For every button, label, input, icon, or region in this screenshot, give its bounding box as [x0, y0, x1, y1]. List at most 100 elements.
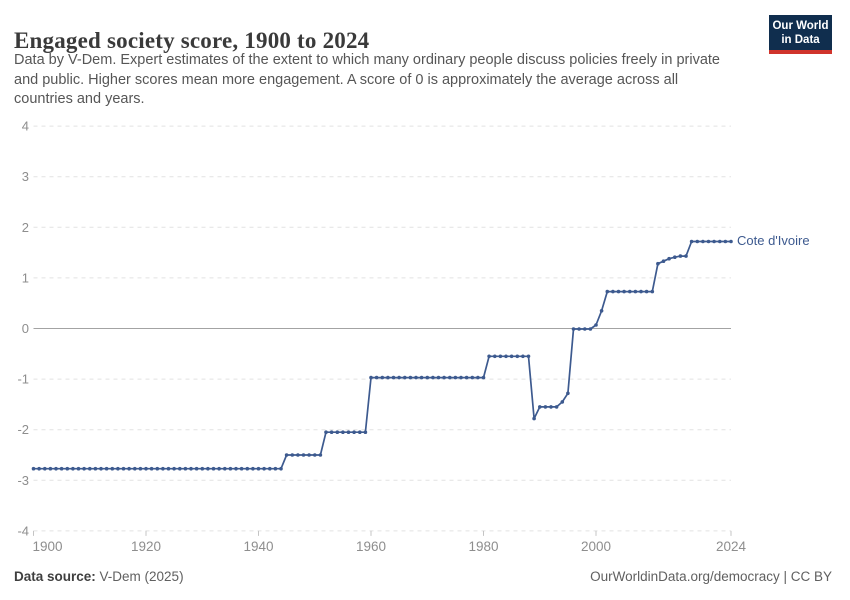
data-point-1917[interactable]	[127, 466, 131, 471]
data-point-2003[interactable]	[611, 289, 615, 294]
credit-link[interactable]: OurWorldinData.org/democracy | CC BY	[590, 569, 832, 584]
data-point-2002[interactable]	[605, 289, 610, 294]
data-point-1923[interactable]	[161, 466, 165, 471]
data-point-2017[interactable]	[689, 239, 694, 244]
data-point-2016[interactable]	[684, 254, 688, 258]
data-point-1997[interactable]	[577, 327, 581, 331]
data-point-1933[interactable]	[217, 466, 221, 471]
data-point-1963[interactable]	[386, 375, 390, 380]
data-point-1995[interactable]	[566, 391, 570, 396]
data-point-2020[interactable]	[706, 239, 711, 244]
data-point-1942[interactable]	[268, 466, 272, 471]
data-point-1954[interactable]	[335, 430, 340, 435]
data-point-1985[interactable]	[509, 354, 514, 359]
data-point-1953[interactable]	[329, 430, 334, 435]
data-point-1973[interactable]	[442, 375, 446, 380]
data-point-1929[interactable]	[194, 466, 199, 471]
data-point-1999[interactable]	[588, 327, 593, 331]
data-point-1959[interactable]	[363, 430, 368, 435]
data-point-1970[interactable]	[425, 375, 430, 380]
data-point-1912[interactable]	[99, 466, 103, 471]
data-point-1998[interactable]	[583, 327, 587, 331]
data-point-1977[interactable]	[464, 375, 469, 380]
data-point-1978[interactable]	[470, 375, 475, 380]
data-point-2000[interactable]	[594, 323, 598, 327]
data-point-1913[interactable]	[104, 466, 109, 471]
data-point-1945[interactable]	[284, 453, 289, 457]
data-point-1906[interactable]	[65, 466, 70, 471]
data-point-1943[interactable]	[273, 466, 278, 471]
data-point-1937[interactable]	[239, 466, 244, 471]
data-point-1948[interactable]	[301, 453, 306, 457]
data-point-1972[interactable]	[436, 375, 441, 380]
data-point-2008[interactable]	[639, 289, 643, 294]
data-point-1980[interactable]	[481, 375, 486, 380]
data-point-1926[interactable]	[178, 466, 182, 471]
data-point-1957[interactable]	[352, 430, 356, 435]
data-point-1984[interactable]	[504, 354, 508, 359]
data-point-1903[interactable]	[48, 466, 53, 471]
data-point-1955[interactable]	[341, 430, 345, 435]
data-point-1910[interactable]	[88, 466, 92, 471]
data-point-2022[interactable]	[718, 239, 722, 244]
data-point-1920[interactable]	[144, 466, 148, 471]
data-point-1993[interactable]	[554, 405, 559, 409]
data-point-1905[interactable]	[59, 466, 64, 471]
data-point-2004[interactable]	[616, 289, 621, 294]
data-point-1951[interactable]	[318, 453, 323, 457]
data-point-2018[interactable]	[695, 239, 700, 244]
data-point-2023[interactable]	[723, 239, 728, 244]
data-point-1908[interactable]	[76, 466, 81, 471]
data-point-1930[interactable]	[200, 466, 205, 471]
data-point-1971[interactable]	[431, 375, 435, 380]
data-point-1940[interactable]	[256, 466, 261, 471]
data-point-1936[interactable]	[234, 466, 238, 471]
data-point-1901[interactable]	[37, 466, 41, 471]
data-point-2001[interactable]	[599, 309, 604, 313]
data-point-1916[interactable]	[121, 466, 126, 471]
data-point-1960[interactable]	[369, 375, 373, 380]
data-point-1918[interactable]	[133, 466, 137, 471]
data-point-1911[interactable]	[93, 466, 98, 471]
data-point-1927[interactable]	[183, 466, 188, 471]
owid-logo[interactable]: Our World in Data	[769, 15, 832, 54]
data-point-2015[interactable]	[678, 254, 683, 258]
data-point-1944[interactable]	[279, 466, 283, 471]
data-point-1935[interactable]	[228, 466, 233, 471]
data-point-1990[interactable]	[538, 405, 542, 409]
data-point-1983[interactable]	[498, 354, 503, 359]
data-point-1941[interactable]	[262, 466, 266, 471]
data-point-1902[interactable]	[43, 466, 47, 471]
data-point-1952[interactable]	[324, 430, 328, 435]
data-point-1925[interactable]	[172, 466, 176, 471]
data-point-1932[interactable]	[211, 466, 216, 471]
data-point-2019[interactable]	[701, 239, 705, 244]
series-entity-label[interactable]: Cote d'Ivoire	[737, 233, 810, 249]
data-point-1921[interactable]	[149, 466, 154, 471]
data-point-1991[interactable]	[543, 405, 548, 409]
data-series-line[interactable]	[33, 240, 732, 470]
data-point-1981[interactable]	[487, 354, 491, 359]
data-point-2011[interactable]	[656, 261, 660, 266]
data-point-1919[interactable]	[138, 466, 143, 471]
data-point-1962[interactable]	[380, 375, 385, 380]
data-point-2012[interactable]	[661, 259, 666, 264]
data-point-1928[interactable]	[189, 466, 193, 471]
data-point-1947[interactable]	[296, 453, 300, 457]
data-point-2009[interactable]	[644, 289, 649, 294]
data-point-1988[interactable]	[526, 354, 531, 359]
data-point-1996[interactable]	[571, 327, 576, 331]
data-point-1938[interactable]	[245, 466, 250, 471]
data-point-1961[interactable]	[374, 375, 379, 380]
data-point-2010[interactable]	[650, 289, 655, 294]
data-point-1931[interactable]	[206, 466, 210, 471]
data-point-1900[interactable]	[31, 466, 36, 471]
data-point-1915[interactable]	[116, 466, 120, 471]
data-point-1958[interactable]	[358, 430, 362, 435]
data-point-1950[interactable]	[313, 453, 317, 457]
data-point-2021[interactable]	[712, 239, 716, 244]
data-point-1907[interactable]	[71, 466, 75, 471]
data-point-1987[interactable]	[521, 354, 525, 359]
data-point-1975[interactable]	[453, 375, 458, 380]
